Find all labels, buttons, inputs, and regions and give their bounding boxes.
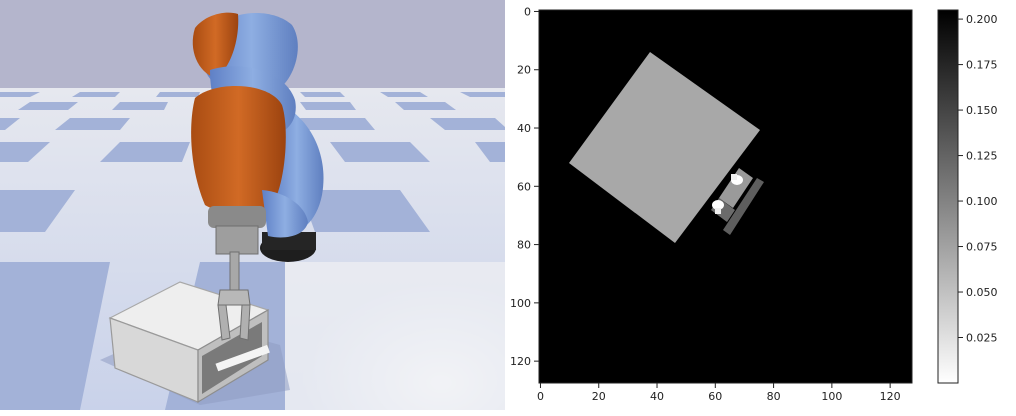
y-tick-label: 60 <box>517 180 531 193</box>
y-axis: 0 20 40 60 80 100 120 <box>510 5 539 368</box>
floor-light-region <box>285 262 505 410</box>
simulation-render <box>0 0 505 410</box>
colorbar-tick-label: 0.175 <box>966 59 998 72</box>
colorbar-tick-label: 0.125 <box>966 150 998 163</box>
colorbar-tick-label: 0.100 <box>966 195 998 208</box>
y-tick-label: 20 <box>517 64 531 77</box>
x-axis: 0 20 40 60 80 100 120 <box>537 383 901 403</box>
x-tick-label: 20 <box>592 390 606 403</box>
fingertip-2 <box>712 200 724 210</box>
colorbar-tick-label: 0.150 <box>966 104 998 117</box>
gripper-depth-left <box>719 168 753 208</box>
colorbar-tick-label: 0.200 <box>966 13 998 26</box>
colorbar-tick-label: 0.050 <box>966 286 998 299</box>
depth-map-plot: 0 20 40 60 80 100 120 0 20 40 60 80 100 120 0.200 0.1… <box>505 0 1016 412</box>
box-depth-region <box>569 52 760 243</box>
x-tick-label: 0 <box>537 390 544 403</box>
y-tick-label: 80 <box>517 239 531 252</box>
x-tick-label: 80 <box>767 390 781 403</box>
y-tick-label: 0 <box>524 5 531 18</box>
robot-scene <box>0 0 505 410</box>
colorbar-ticks: 0.200 0.175 0.150 0.125 0.100 0.075 0.050 0.025 <box>958 13 998 345</box>
colorbar-tick-label: 0.025 <box>966 332 998 345</box>
colorbar-tick-label: 0.075 <box>966 241 998 254</box>
x-tick-label: 40 <box>650 390 664 403</box>
colorbar <box>937 9 959 384</box>
gripper-depth-bar <box>723 178 764 235</box>
x-tick-label: 120 <box>880 390 901 403</box>
robot-arm <box>191 12 324 341</box>
depth-map-figure: 0 20 40 60 80 100 120 0 20 40 60 80 100 120 0.200 0.1… <box>510 5 998 403</box>
y-tick-label: 40 <box>517 122 531 135</box>
y-tick-label: 120 <box>510 355 531 368</box>
x-tick-label: 60 <box>708 390 722 403</box>
depth-image <box>569 52 764 243</box>
y-tick-label: 100 <box>510 297 531 310</box>
x-tick-label: 100 <box>821 390 842 403</box>
